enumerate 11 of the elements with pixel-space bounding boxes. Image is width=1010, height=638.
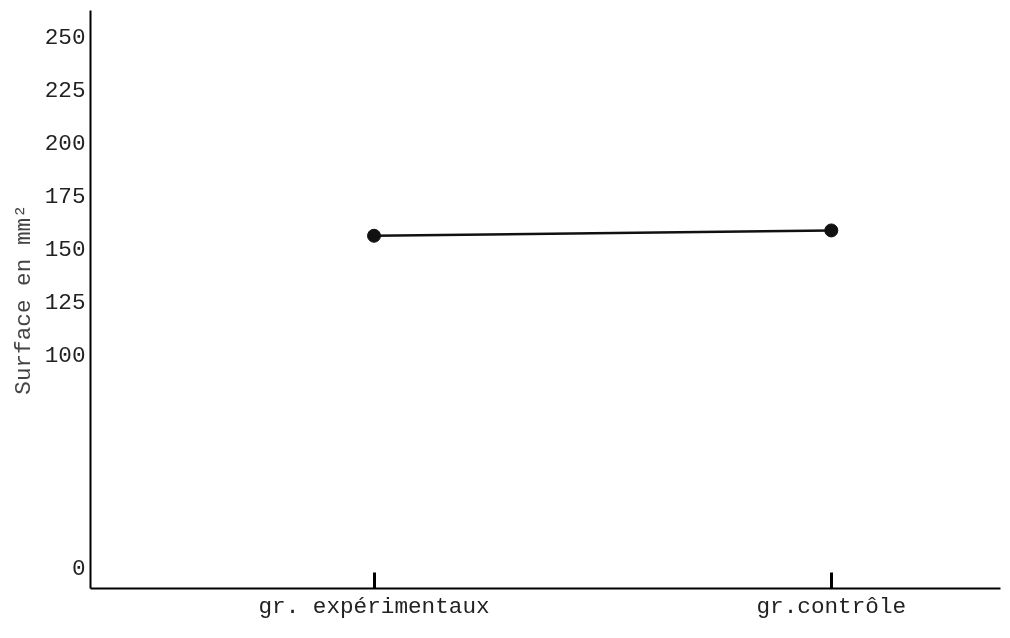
- y-tick-label: 250: [44, 24, 86, 51]
- y-tick-label: 200: [44, 130, 86, 157]
- y-tick-label: 175: [44, 183, 86, 210]
- y-tick-label: 125: [44, 290, 86, 317]
- y-tick-label: 150: [44, 237, 86, 263]
- y-tick-label: 0: [71, 555, 86, 582]
- x-tick-label: gr. expérimentaux: [258, 593, 490, 620]
- y-tick-label: 225: [44, 77, 86, 104]
- x-tick-label: gr.contrôle: [756, 593, 907, 620]
- y-tick-label: 100: [44, 343, 86, 370]
- y-axis-title: Surface en mm²: [10, 204, 37, 395]
